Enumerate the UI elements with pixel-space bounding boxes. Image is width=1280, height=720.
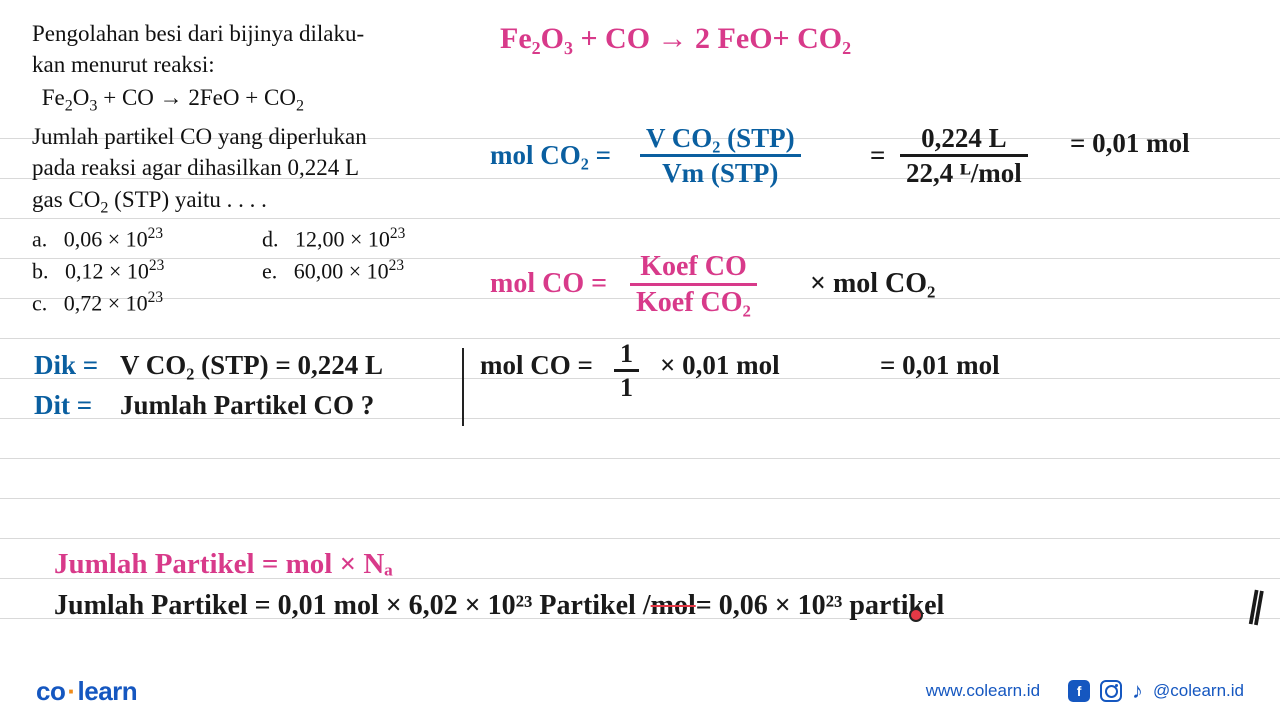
problem-text: Pengolahan besi dari bijinya dilaku- kan… — [32, 18, 482, 319]
problem-options: a. 0,06 × 1023 d. 12,00 × 1023 b. 0,12 ×… — [32, 223, 482, 319]
instagram-icon[interactable] — [1100, 680, 1122, 702]
brand-logo: co·learn — [36, 676, 137, 707]
hw-molco-frac: Koef CO Koef CO₂ — [630, 252, 757, 318]
problem-line: gas CO2 (STP) yaitu . . . . — [32, 184, 482, 219]
hw-jp2: Jumlah Partikel = 0,01 mol × 6,02 × 10²³… — [54, 590, 944, 622]
hw-eq2-den: 22,4 ᴸ/mol — [900, 154, 1028, 187]
hw-molco2-num: V CO₂ (STP) — [640, 124, 801, 154]
hw-endmark: ∥ — [1245, 585, 1269, 627]
problem-line: Pengolahan besi dari bijinya dilaku- — [32, 18, 482, 49]
hw-dit-label: Dit = — [34, 390, 92, 421]
hw-jp2-lhs: Jumlah Partikel = 0,01 mol × 6,02 × 10²³… — [54, 590, 651, 621]
hw-molco-calc-frac: 1 1 — [614, 340, 639, 402]
option-d: d. 12,00 × 1023 — [262, 223, 482, 255]
hw-jp2-mol: mol — [651, 590, 696, 621]
facebook-icon[interactable]: f — [1068, 680, 1090, 702]
footer-url[interactable]: www.colearn.id — [926, 681, 1040, 701]
hw-eq2-frac: 0,224 L 22,4 ᴸ/mol — [900, 124, 1028, 188]
hw-molco2-den: Vm (STP) — [640, 154, 801, 187]
hw-eq2-mid: = — [870, 140, 885, 171]
hw-dik-val: V CO₂ (STP) = 0,224 L — [120, 350, 383, 381]
hw-molco-calc-mid: × 0,01 mol — [660, 350, 780, 381]
problem-line: pada reaksi agar dihasilkan 0,224 L — [32, 152, 482, 183]
hw-molco-den: Koef CO₂ — [630, 283, 757, 317]
tiktok-icon[interactable]: ♪ — [1132, 678, 1143, 704]
rule-line — [0, 498, 1280, 499]
hw-molco-lhs: mol CO = — [490, 268, 607, 300]
hw-eq2-rhs: = 0,01 mol — [1070, 128, 1190, 159]
hw-dit-val: Jumlah Partikel CO ? — [120, 390, 374, 421]
problem-equation: Fe2O3 + CO → 2FeO + CO2 — [36, 82, 482, 117]
hw-jp2-rhs: = 0,06 × 10²³ partikel — [696, 590, 945, 621]
social-handle: @colearn.id — [1153, 681, 1244, 701]
hw-molco-calc-rhs: = 0,01 mol — [880, 350, 1000, 381]
logo-dot: · — [65, 676, 77, 706]
hw-molco-calc-num: 1 — [614, 340, 639, 369]
problem-line: Jumlah partikel CO yang diperlukan — [32, 121, 482, 152]
rule-line — [0, 338, 1280, 339]
hw-equation: Fe₂O₃ + CO → 2 FeO+ CO₂ — [500, 22, 851, 56]
rule-line — [0, 458, 1280, 459]
hw-molco-calc-den: 1 — [614, 369, 639, 401]
option-b: b. 0,12 × 1023 — [32, 255, 252, 287]
footer-social: f ♪ @colearn.id — [1068, 678, 1244, 704]
logo-part-b: learn — [78, 676, 138, 706]
option-c: c. 0,72 × 1023 — [32, 287, 252, 319]
logo-part-a: co — [36, 676, 65, 706]
option-e: e. 60,00 × 1023 — [262, 255, 482, 287]
footer: co·learn www.colearn.id f ♪ @colearn.id — [0, 662, 1280, 720]
hw-molco2-lhs: mol CO₂ = — [490, 140, 611, 171]
hw-molco-rhs: × mol CO₂ — [810, 268, 935, 300]
hw-molco-calc-lhs: mol CO = — [480, 350, 593, 381]
hw-molco-num: Koef CO — [630, 252, 757, 283]
problem-line: kan menurut reaksi: — [32, 49, 482, 80]
option-a: a. 0,06 × 1023 — [32, 223, 252, 255]
rule-line — [0, 538, 1280, 539]
hw-divider — [462, 348, 464, 426]
hw-molco2-frac: V CO₂ (STP) Vm (STP) — [640, 124, 801, 188]
hw-jp1: Jumlah Partikel = mol × Nₐ — [54, 548, 393, 581]
cursor-icon — [909, 608, 923, 622]
hw-dik-label: Dik = — [34, 350, 98, 381]
hw-eq2-num: 0,224 L — [900, 124, 1028, 154]
